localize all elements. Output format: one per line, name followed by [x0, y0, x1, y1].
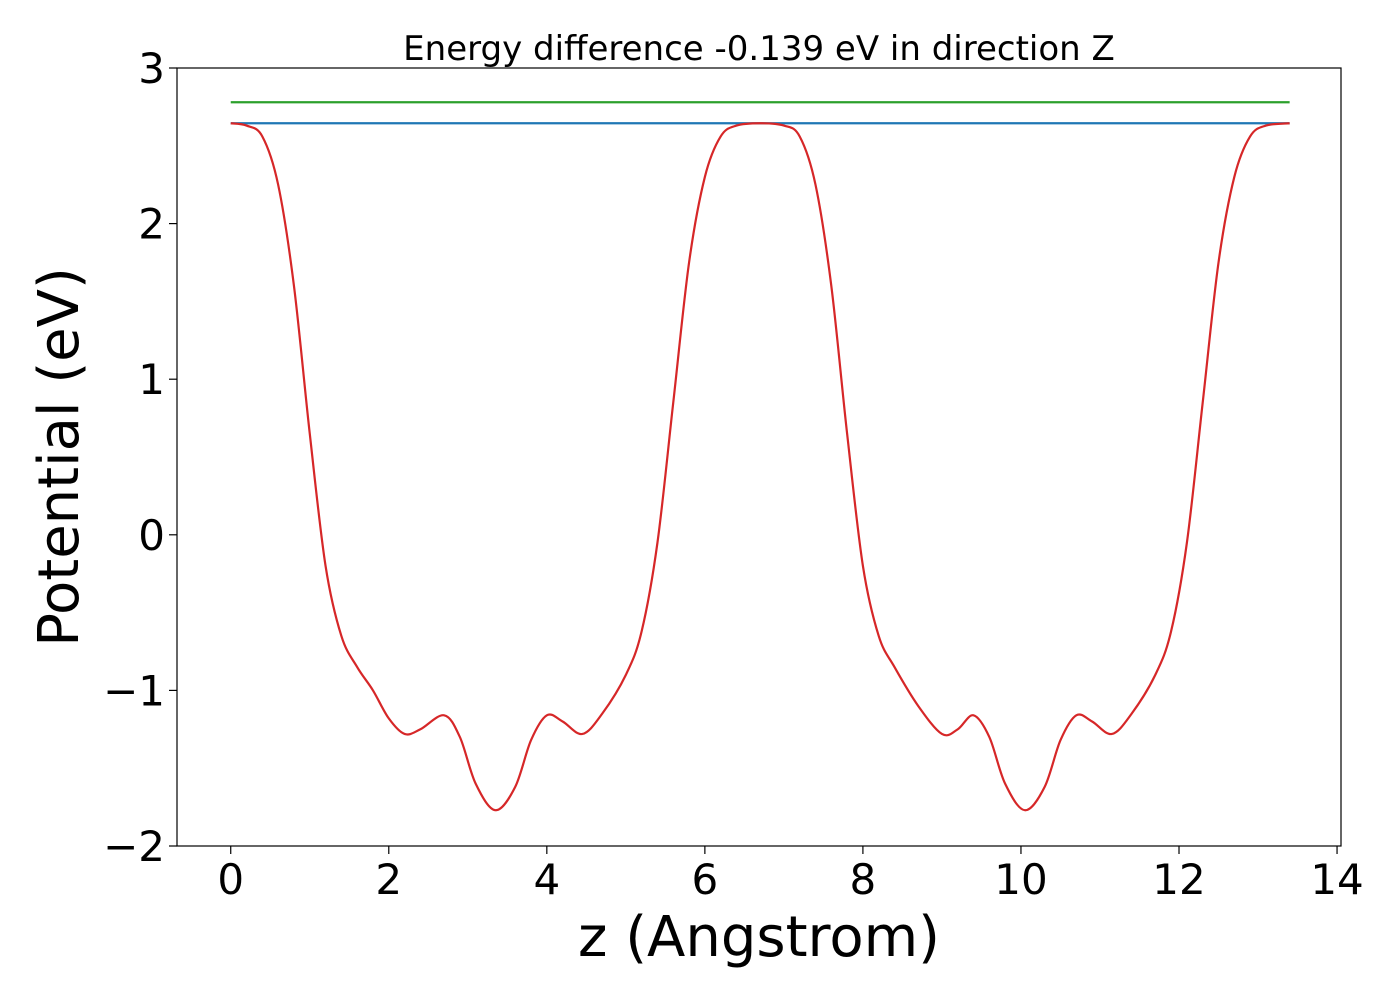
x-tick-label: 4 — [533, 855, 560, 904]
y-tick-label: 1 — [138, 355, 165, 404]
x-axis-label: z (Angstrom) — [578, 905, 940, 970]
x-tick-label: 12 — [1152, 855, 1205, 904]
y-tick-label: 0 — [138, 511, 165, 560]
y-tick-label: −2 — [103, 822, 165, 871]
x-tick-label: 14 — [1310, 855, 1363, 904]
x-tick-label: 10 — [994, 855, 1047, 904]
x-tick-label: 6 — [692, 855, 719, 904]
x-tick-label: 8 — [850, 855, 877, 904]
y-tick-label: 2 — [138, 200, 165, 249]
series-line-2 — [230, 122, 1290, 812]
y-tick-label: −1 — [103, 666, 165, 715]
y-axis-ticks: −2 −1 0 1 2 3 — [103, 44, 177, 871]
series-layer — [230, 101, 1290, 812]
x-axis-ticks: 0 2 4 6 8 10 12 14 — [217, 846, 1364, 904]
plot-area-frame — [176, 67, 1342, 847]
x-tick-label: 0 — [217, 855, 244, 904]
y-axis-label: Potential (eV) — [27, 267, 92, 647]
x-tick-label: 2 — [375, 855, 402, 904]
chart-title: Energy difference -0.139 eV in direction… — [403, 29, 1115, 69]
y-tick-label: 3 — [138, 44, 165, 93]
